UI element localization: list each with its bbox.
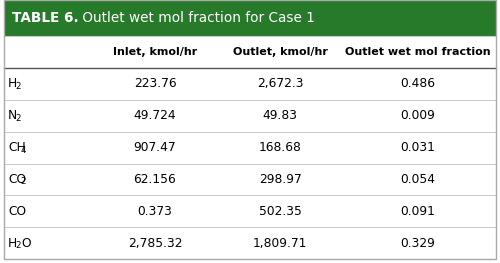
Text: 2: 2 <box>20 178 26 186</box>
Text: O: O <box>21 237 30 250</box>
Text: 2: 2 <box>16 241 21 250</box>
Text: H: H <box>8 237 17 250</box>
Text: TABLE 6.: TABLE 6. <box>12 11 78 25</box>
Text: 907.47: 907.47 <box>134 141 176 154</box>
Text: Outlet wet mol fraction for Case 1: Outlet wet mol fraction for Case 1 <box>78 11 315 25</box>
Text: 168.68: 168.68 <box>258 141 302 154</box>
Text: 2: 2 <box>16 82 21 91</box>
Text: 223.76: 223.76 <box>134 77 176 90</box>
Text: 49.724: 49.724 <box>134 109 176 122</box>
Text: 2,672.3: 2,672.3 <box>257 77 303 90</box>
Text: 0.009: 0.009 <box>400 109 436 122</box>
Text: CO: CO <box>8 173 26 186</box>
Text: 62.156: 62.156 <box>134 173 176 186</box>
Text: Inlet, kmol/hr: Inlet, kmol/hr <box>113 47 197 57</box>
Text: CH: CH <box>8 141 26 154</box>
Text: 0.054: 0.054 <box>400 173 436 186</box>
Text: 0.373: 0.373 <box>138 205 172 218</box>
Text: 4: 4 <box>20 146 26 155</box>
Text: Outlet wet mol fraction: Outlet wet mol fraction <box>345 47 491 57</box>
Text: 1,809.71: 1,809.71 <box>253 237 307 250</box>
Text: 2,785.32: 2,785.32 <box>128 237 182 250</box>
Text: 0.329: 0.329 <box>400 237 436 250</box>
Text: 0.486: 0.486 <box>400 77 436 90</box>
Text: 502.35: 502.35 <box>258 205 302 218</box>
Text: H: H <box>8 77 17 90</box>
Text: N: N <box>8 109 17 122</box>
Text: 0.031: 0.031 <box>400 141 436 154</box>
Bar <box>4 0 496 36</box>
Text: Outlet, kmol/hr: Outlet, kmol/hr <box>232 47 328 57</box>
Text: 2: 2 <box>16 114 21 123</box>
Text: 49.83: 49.83 <box>262 109 298 122</box>
Text: 298.97: 298.97 <box>258 173 302 186</box>
Text: 0.091: 0.091 <box>400 205 436 218</box>
Text: CO: CO <box>8 205 26 218</box>
